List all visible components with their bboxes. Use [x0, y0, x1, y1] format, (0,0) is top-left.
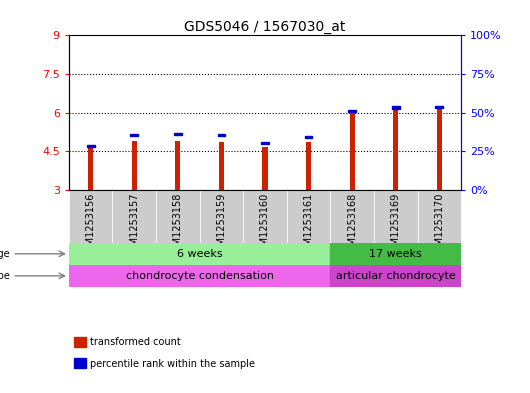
Bar	[219, 142, 224, 190]
Text: GSM1253168: GSM1253168	[347, 193, 357, 258]
Bar	[392, 106, 400, 108]
Text: GSM1253170: GSM1253170	[434, 193, 444, 258]
Text: GSM1253160: GSM1253160	[260, 193, 270, 258]
Text: cell type: cell type	[0, 271, 10, 281]
Bar	[261, 142, 269, 144]
Bar	[305, 136, 313, 138]
Bar	[287, 190, 330, 243]
Bar	[217, 134, 225, 136]
Text: 17 weeks: 17 weeks	[369, 249, 422, 259]
Bar	[174, 133, 182, 135]
Bar	[437, 107, 442, 190]
Text: GSM1253159: GSM1253159	[216, 193, 226, 258]
Bar	[348, 110, 356, 112]
Text: GSM1253156: GSM1253156	[86, 193, 96, 258]
Bar	[69, 265, 330, 287]
Text: development stage: development stage	[0, 249, 10, 259]
Text: GSM1253161: GSM1253161	[304, 193, 314, 258]
Bar	[112, 190, 156, 243]
Text: GSM1253157: GSM1253157	[129, 193, 139, 258]
Text: chondrocyte condensation: chondrocyte condensation	[126, 271, 273, 281]
Bar	[69, 243, 330, 265]
Bar	[200, 190, 243, 243]
Text: percentile rank within the sample: percentile rank within the sample	[90, 358, 255, 369]
Bar	[306, 142, 311, 190]
Bar	[131, 141, 137, 190]
Bar	[262, 147, 268, 190]
Bar	[330, 243, 461, 265]
Text: GSM1253158: GSM1253158	[173, 193, 183, 258]
Text: GSM1253169: GSM1253169	[391, 193, 401, 258]
Bar	[69, 190, 112, 243]
Bar	[374, 190, 418, 243]
Bar	[87, 145, 95, 147]
Text: articular chondrocyte: articular chondrocyte	[336, 271, 456, 281]
Text: 6 weeks: 6 weeks	[177, 249, 223, 259]
Bar	[175, 141, 180, 190]
Bar	[130, 134, 138, 136]
Bar	[330, 190, 374, 243]
Bar	[435, 105, 443, 108]
Text: transformed count: transformed count	[90, 337, 181, 347]
Title: GDS5046 / 1567030_at: GDS5046 / 1567030_at	[184, 20, 346, 34]
Bar	[88, 148, 93, 190]
Bar	[156, 190, 200, 243]
Bar	[393, 107, 399, 190]
Bar	[243, 190, 287, 243]
Bar	[350, 111, 355, 190]
Bar	[330, 265, 461, 287]
Bar	[418, 190, 461, 243]
